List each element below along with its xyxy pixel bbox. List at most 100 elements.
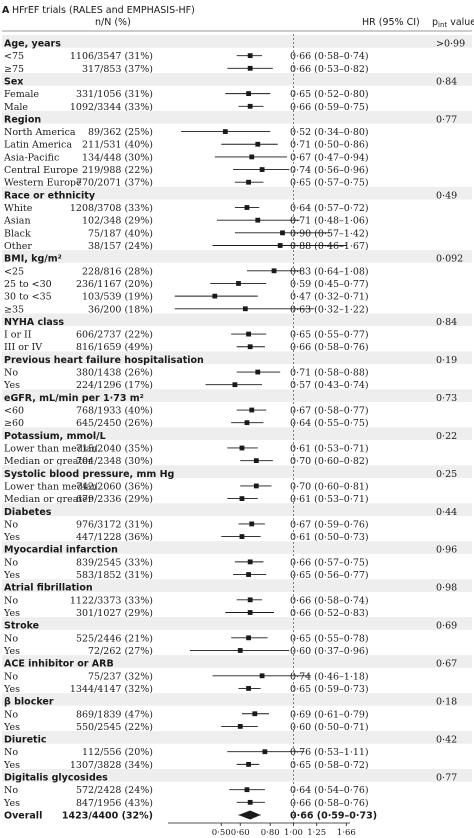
group-band — [2, 655, 472, 668]
group-band — [2, 541, 472, 554]
subgroup-row: Black 75/187 (40%) 0·90 (0·57–1·42) — [4, 228, 369, 239]
subgroup-row: ≥75 317/853 (37%) 0·66 (0·53–0·82) — [4, 64, 369, 75]
group-label: NYHA class — [4, 317, 64, 328]
point-estimate-square — [244, 787, 250, 793]
events-n: 1106/3547 (31%) — [70, 51, 153, 62]
point-estimate-square — [253, 483, 259, 489]
hr-ci-text: 0·74 (0·56–0·96) — [290, 165, 369, 176]
group-label: Stroke — [4, 621, 39, 632]
x-tick-label: 0·80 — [261, 828, 280, 838]
subgroup-header: Diuretic 0·42 — [2, 731, 472, 746]
point-estimate-square — [246, 686, 251, 691]
hr-ci-text: 0·90 (0·57–1·42) — [290, 228, 369, 239]
hr-ci-text: 0·61 (0·50–0·73) — [290, 532, 369, 543]
panel-title: HFrEF trials (RALES and EMPHASIS-HF) — [12, 5, 195, 16]
row-label: Yes — [3, 646, 20, 657]
row-label: 30 to <35 — [4, 292, 52, 303]
hr-ci-text: 0·66 (0·57–0·75) — [290, 557, 369, 568]
point-estimate-square — [277, 243, 283, 248]
row-label: ≥60 — [4, 418, 24, 429]
group-band — [2, 427, 472, 440]
events-n: 211/531 (40%) — [82, 140, 153, 151]
hr-ci-text: 0·66 (0·59–0·73) — [290, 811, 377, 822]
point-estimate-square — [244, 420, 250, 426]
group-band — [2, 731, 472, 744]
group-label: Race or ethnicity — [4, 190, 96, 201]
subgroup-header: Systolic blood pressure, mm Hg 0·25 — [2, 465, 472, 480]
subgroup-row: Yes 1344/4147 (32%) 0·65 (0·59–0·73) — [3, 684, 369, 695]
row-label: No — [4, 595, 18, 606]
events-n: 75/187 (40%) — [88, 228, 153, 239]
events-n: 742/2060 (36%) — [76, 481, 153, 492]
group-band — [2, 72, 472, 86]
row-label: Yes — [3, 798, 20, 809]
point-estimate-square — [247, 597, 253, 603]
column-header-hr: HR (95% CI) — [362, 17, 420, 28]
subgroup-row: No 1122/3373 (33%) 0·66 (0·58–0·74) — [4, 595, 369, 606]
group-label: Potassium, mmol/L — [4, 431, 106, 442]
events-n: 102/348 (29%) — [82, 216, 153, 227]
group-band — [2, 250, 472, 263]
p-interaction-value: 0·49 — [436, 190, 457, 201]
subgroup-header: eGFR, mL/min per 1·73 m² 0·73 — [2, 389, 472, 404]
subgroup-row: Other 38/157 (24%) 0·88 (0·46–1·67) — [4, 241, 369, 252]
group-band — [2, 579, 472, 592]
row-label: No — [4, 785, 18, 796]
point-estimate-square — [249, 154, 255, 160]
group-label: Diabetes — [4, 507, 52, 518]
p-interaction-value: 0·22 — [436, 431, 457, 442]
subgroup-header: Diabetes 0·44 — [2, 503, 472, 518]
hr-ci-text: 0·66 (0·53–0·82) — [290, 64, 369, 75]
events-n: 1122/3373 (33%) — [70, 595, 153, 606]
point-estimate-square — [255, 141, 261, 147]
events-n: 606/2737 (22%) — [76, 330, 153, 341]
group-label: Myocardial infarction — [4, 545, 118, 556]
point-estimate-square — [249, 407, 255, 413]
p-interaction-value: 0·092 — [436, 254, 463, 265]
point-estimate-square — [262, 749, 268, 755]
row-label: Yes — [3, 722, 20, 733]
hr-ci-text: 0·67 (0·59–0·76) — [290, 519, 369, 530]
group-band — [2, 186, 472, 200]
events-n: 38/157 (24%) — [88, 241, 153, 252]
subgroup-header: Myocardial infarction 0·96 — [2, 541, 472, 556]
row-label: No — [4, 709, 18, 720]
row-label: North America — [4, 127, 76, 138]
events-n: 380/1438 (26%) — [76, 368, 153, 379]
point-estimate-square — [246, 635, 251, 641]
events-n: 704/2348 (30%) — [76, 456, 153, 467]
row-label: Overall — [4, 811, 42, 822]
events-n: 219/988 (22%) — [82, 165, 153, 176]
row-label: <60 — [4, 406, 24, 417]
group-band — [2, 110, 472, 124]
overall-row: Overall 1423/4400 (32%) 0·66 (0·59–0·73) — [4, 810, 377, 822]
row-label: No — [4, 557, 18, 568]
subgroup-row: Yes 583/1852 (31%) 0·65 (0·56–0·77) — [3, 570, 369, 581]
hr-ci-text: 0·59 (0·45–0·77) — [290, 279, 369, 290]
hr-ci-text: 0·65 (0·56–0·77) — [290, 570, 369, 581]
panel-label: A — [2, 5, 10, 16]
hr-ci-text: 0·65 (0·55–0·78) — [290, 633, 369, 644]
hr-ci-text: 0·88 (0·46–1·67) — [290, 241, 369, 252]
overall-diamond — [238, 810, 261, 820]
point-estimate-square — [239, 496, 245, 502]
hr-ci-text: 0·66 (0·58–0·74) — [290, 51, 369, 62]
p-interaction-value: 0·42 — [436, 735, 457, 746]
hr-ci-text: 0·60 (0·37–0·96) — [290, 646, 369, 657]
subgroup-row: 30 to <35 103/539 (19%) 0·47 (0·32–0·71) — [4, 292, 369, 303]
subgroup-row: Asia-Pacific 134/448 (30%) 0·67 (0·47–0·94… — [3, 152, 369, 163]
subgroup-header: Previous heart failure hospitalisation 0·… — [2, 351, 472, 366]
group-label: Diuretic — [4, 735, 46, 746]
p-interaction-value: 0·98 — [436, 583, 457, 594]
x-tick-label: 1·66 — [337, 828, 356, 838]
events-n: 869/1839 (47%) — [76, 709, 153, 720]
hr-ci-text: 0·63 (0·32–1·22) — [290, 304, 369, 315]
x-tick-label: 0·50 — [212, 828, 231, 838]
forest-rows: Age, years >0·99 <75 1106/3547 (31%) 0·66 (0… — [2, 35, 472, 822]
group-band — [2, 35, 472, 48]
events-n: 847/1956 (43%) — [76, 798, 153, 809]
